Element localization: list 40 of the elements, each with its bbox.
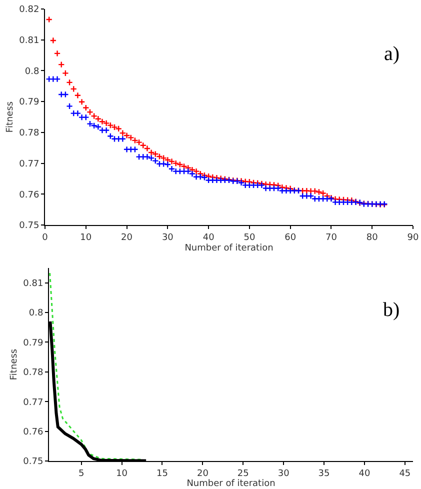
y-tick-label: 0.82	[19, 5, 40, 16]
y-tick-label: 0.76	[23, 427, 44, 438]
y-tick-label: 0.78	[23, 368, 44, 378]
y-tick-label: 0.8	[28, 308, 44, 319]
y-tick-label: 0.75	[23, 457, 44, 468]
x-tick-label: 35	[318, 468, 330, 479]
x-tick-label: 60	[284, 232, 296, 243]
y-tick-label: 0.81	[23, 279, 44, 289]
x-axis-title: Number of iteration	[184, 244, 274, 254]
x-tick-label: 45	[399, 468, 411, 479]
x-tick-label: 30	[162, 232, 174, 243]
y-axis-title: Fitness	[10, 348, 20, 380]
x-tick-label: 25	[237, 468, 249, 479]
x-tick-label: 20	[121, 232, 133, 243]
x-tick-label: 50	[244, 232, 256, 243]
x-tick-label: 15	[156, 468, 168, 479]
x-tick-label: 40	[358, 468, 370, 479]
x-tick-label: 80	[366, 232, 378, 243]
y-tick-label: 0.79	[23, 338, 44, 348]
x-tick-label: 10	[116, 468, 128, 479]
x-tick-label: 40	[202, 232, 215, 243]
annotation: b)	[383, 299, 400, 321]
y-tick-label: 0.76	[19, 190, 40, 200]
y-axis-title: Fitness	[6, 101, 16, 133]
x-tick-label: 70	[325, 232, 338, 243]
annotation: a)	[384, 43, 400, 65]
y-tick-label: 0.77	[23, 398, 44, 408]
x-tick-label: 20	[196, 468, 209, 479]
y-tick-label: 0.81	[19, 36, 40, 46]
x-tick-label: 90	[407, 232, 419, 243]
y-tick-label: 0.79	[19, 98, 40, 108]
x-tick-label: 30	[278, 468, 290, 479]
x-tick-label: 5	[78, 468, 84, 479]
x-tick-label: 10	[80, 232, 92, 243]
x-axis-title: Number of iteration	[186, 479, 276, 489]
y-tick-label: 0.75	[19, 221, 40, 232]
y-tick-label: 0.77	[19, 159, 40, 170]
x-tick-label: 0	[42, 232, 48, 243]
y-tick-label: 0.78	[19, 128, 40, 139]
y-tick-label: 0.8	[24, 66, 40, 77]
